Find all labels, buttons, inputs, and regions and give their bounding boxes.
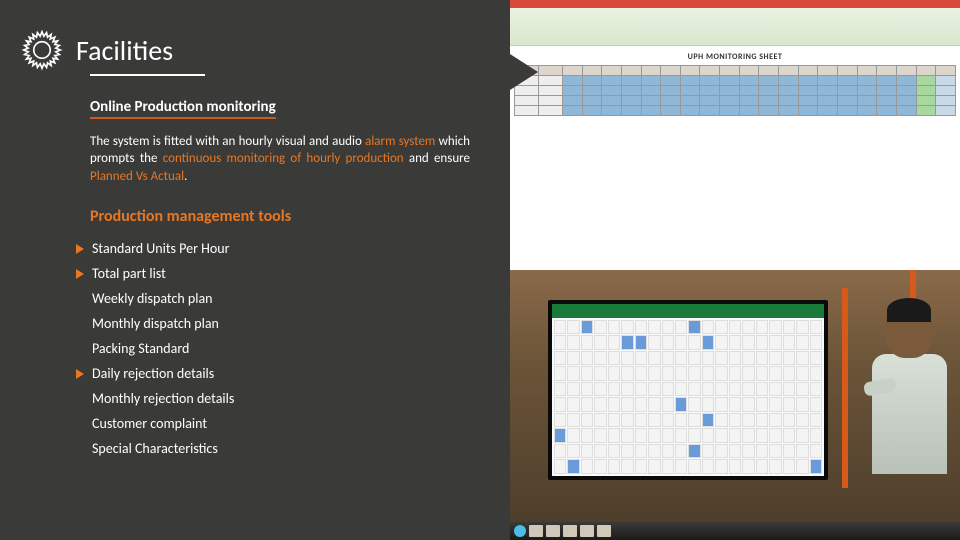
excel-screenshot: UPH MONITORING SHEET xyxy=(510,0,960,270)
tool-item: Packing Standard xyxy=(76,336,510,361)
subtitle-online-monitoring: Online Production monitoring xyxy=(90,98,276,119)
body-pre: The system is fitted with an hourly visu… xyxy=(90,134,365,149)
taskbar xyxy=(510,522,960,540)
sheet-title: UPH MONITORING SHEET xyxy=(514,52,956,62)
left-panel: Facilities Online Production monitoring … xyxy=(0,0,510,540)
bullet-icon xyxy=(76,244,84,254)
start-icon xyxy=(514,525,526,537)
tool-item: Standard Units Per Hour xyxy=(76,236,510,261)
tool-item: Monthly rejection details xyxy=(76,386,510,411)
body-hl1: alarm system xyxy=(365,134,435,149)
bullet-icon xyxy=(76,269,84,279)
divider-notch xyxy=(510,54,538,90)
tool-item: Total part list xyxy=(76,261,510,286)
task-icon xyxy=(563,525,577,537)
bullet-icon xyxy=(76,344,84,354)
tool-label: Monthly rejection details xyxy=(92,390,234,407)
tool-label: Daily rejection details xyxy=(92,365,214,382)
task-icon xyxy=(597,525,611,537)
person xyxy=(864,302,954,522)
title-row: Facilities xyxy=(20,28,510,72)
bullet-icon xyxy=(76,394,84,404)
page-title: Facilities xyxy=(76,33,173,68)
tool-item: Customer complaint xyxy=(76,411,510,436)
tool-list: Standard Units Per Hour Total part list We… xyxy=(76,236,510,461)
excel-sheet: UPH MONITORING SHEET xyxy=(510,46,960,120)
bullet-icon xyxy=(76,294,84,304)
excel-table xyxy=(514,65,956,116)
body-hl3: Planned Vs Actual xyxy=(90,169,184,184)
body-text: The system is fitted with an hourly visu… xyxy=(90,133,470,186)
subtitle-tools: Production management tools xyxy=(90,207,510,226)
title-underline xyxy=(90,74,205,76)
body-hl2: continuous monitoring of hourly producti… xyxy=(163,151,404,166)
tool-label: Standard Units Per Hour xyxy=(92,240,229,257)
tool-label: Customer complaint xyxy=(92,415,207,432)
bullet-icon xyxy=(76,444,84,454)
excel-titlebar xyxy=(510,0,960,8)
bullet-icon xyxy=(76,319,84,329)
bullet-icon xyxy=(76,369,84,379)
tool-item: Special Characteristics xyxy=(76,436,510,461)
bullet-icon xyxy=(76,419,84,429)
tool-label: Packing Standard xyxy=(92,340,189,357)
right-panel: UPH MONITORING SHEET xyxy=(510,0,960,540)
tool-label: Weekly dispatch plan xyxy=(92,290,213,307)
task-icon xyxy=(546,525,560,537)
tool-label: Total part list xyxy=(92,265,166,282)
factory-photo xyxy=(510,270,960,540)
floor-monitor xyxy=(548,300,828,480)
body-post1: and ensure xyxy=(404,151,470,166)
shelf-post xyxy=(842,288,848,488)
tool-label: Special Characteristics xyxy=(92,440,218,457)
tool-label: Monthly dispatch plan xyxy=(92,315,219,332)
tool-item: Daily rejection details xyxy=(76,361,510,386)
task-icon xyxy=(580,525,594,537)
task-icon xyxy=(529,525,543,537)
tool-item: Monthly dispatch plan xyxy=(76,311,510,336)
body-post2: . xyxy=(184,169,187,184)
excel-ribbon xyxy=(510,8,960,46)
tool-item: Weekly dispatch plan xyxy=(76,286,510,311)
gear-icon xyxy=(20,28,64,72)
